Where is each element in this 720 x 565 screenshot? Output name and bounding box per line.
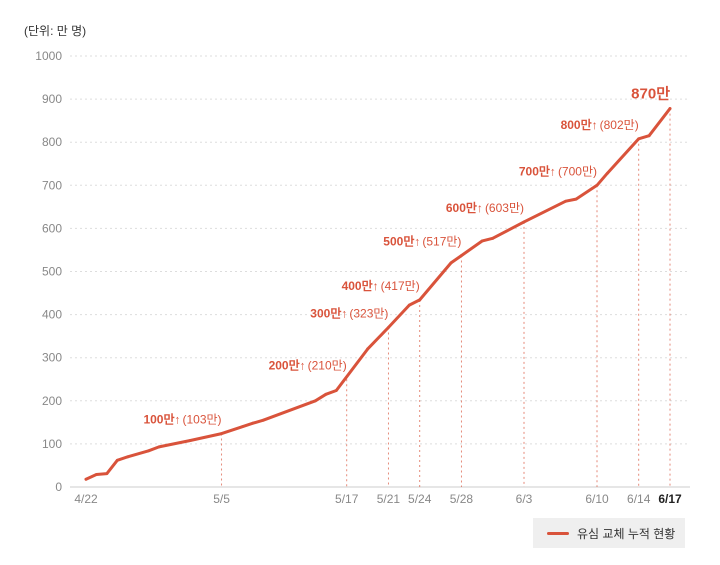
legend-swatch — [547, 531, 569, 535]
data-point — [95, 473, 98, 476]
data-point — [595, 183, 599, 187]
data-point — [668, 107, 672, 110]
y-tick-label: 600 — [42, 221, 62, 235]
x-axis: 4/22 5/5 5/17 5/21 5/24 5/28 6/3 6/10 6/14 6/17 — [74, 492, 682, 506]
milestone-label-bold: 500만↑ — [383, 234, 420, 249]
data-point — [366, 347, 369, 351]
milestone-label: 400만↑ (417만) — [342, 278, 420, 293]
data-point — [460, 254, 463, 257]
milestone-label: 300만↑ (323만) — [310, 306, 388, 321]
data-point — [220, 432, 223, 435]
milestone-label-bold: 700만↑ — [519, 163, 556, 178]
legend-label: 유심 교체 누적 현황 — [577, 526, 676, 541]
data-point — [574, 197, 578, 201]
y-tick-label: 200 — [42, 394, 62, 408]
milestone-label: 600만↑ (603만) — [446, 200, 524, 215]
y-tick-label: 0 — [55, 480, 62, 494]
data-point — [261, 418, 265, 422]
milestone-label-final: 870만 — [631, 86, 670, 103]
data-point — [324, 392, 328, 396]
data-point — [418, 298, 422, 302]
x-tick-label: 6/17 — [658, 492, 682, 506]
data-point — [126, 455, 130, 459]
y-tick-label: 300 — [42, 351, 62, 365]
milestone-label-bold: 300만↑ — [310, 306, 347, 321]
y-tick-label: 800 — [42, 135, 62, 149]
y-axis: 0 100 200 300 400 500 600 700 800 900 1000 — [35, 49, 62, 494]
milestone-label-paren: (517만) — [422, 235, 461, 249]
milestone-label-bold: 400만↑ — [342, 278, 379, 293]
milestone-label: 700만↑ (700만) — [519, 163, 597, 178]
milestone-label-paren: (210만) — [308, 358, 347, 372]
data-point — [251, 421, 255, 425]
x-tick-label: 5/21 — [377, 492, 401, 506]
x-tick-label: 6/3 — [516, 492, 533, 506]
x-tick-label: 5/5 — [213, 492, 230, 506]
data-point — [491, 236, 495, 240]
data-point — [314, 399, 317, 403]
y-tick-label: 900 — [42, 92, 62, 106]
milestone-label-paren: (603만) — [485, 201, 524, 215]
y-tick-label: 400 — [42, 308, 62, 322]
x-tick-label: 6/10 — [585, 492, 609, 506]
milestone-label: 800만↑ (802만) — [561, 117, 639, 132]
milestone-label-bold: 100만↑ — [143, 412, 180, 427]
milestone-label-paren: (323만) — [349, 307, 388, 321]
milestone-label-paren: (700만) — [558, 164, 597, 178]
milestone-label: 100만↑ (103만) — [143, 412, 221, 427]
x-tick-label: 6/14 — [627, 492, 651, 506]
y-tick-label: 700 — [42, 178, 62, 192]
x-tick-label: 5/24 — [408, 492, 432, 506]
data-point — [480, 239, 484, 243]
legend: 유심 교체 누적 현황 — [533, 518, 685, 548]
data-point — [564, 199, 568, 203]
grid-lines — [70, 55, 690, 488]
data-point — [387, 326, 390, 329]
x-tick-label: 5/28 — [450, 492, 474, 506]
x-tick-label: 4/22 — [74, 492, 98, 506]
data-point — [449, 261, 453, 265]
milestone-label-bold: 800만↑ — [561, 117, 598, 132]
milestone-guides — [221, 108, 671, 487]
data-point — [637, 137, 641, 141]
data-point — [606, 171, 609, 175]
series-layer — [84, 107, 672, 481]
milestone-label-bold: 200만↑ — [269, 357, 306, 372]
milestone-label-paren: (802만) — [600, 118, 639, 132]
unit-label: (단위: 만 명) — [24, 24, 87, 38]
data-point — [147, 449, 150, 453]
milestone-label: 500만↑ (517만) — [383, 234, 461, 249]
milestone-labels: 100만↑ (103만) 200만↑ (210만) 300만↑ (323만) 400만↑ (4… — [143, 86, 670, 427]
y-tick-label: 500 — [42, 265, 62, 279]
x-tick-label: 5/17 — [335, 492, 359, 506]
data-point — [115, 458, 119, 462]
milestone-label-paren: (417만) — [381, 279, 420, 293]
milestone-label-paren: (103만) — [183, 413, 222, 427]
data-point — [407, 303, 411, 307]
data-point — [522, 220, 526, 224]
data-point — [105, 472, 109, 476]
data-point — [84, 477, 88, 481]
data-point — [188, 439, 192, 442]
y-tick-label: 100 — [42, 437, 62, 451]
data-point — [241, 425, 244, 429]
y-tick-label: 1000 — [35, 49, 62, 63]
data-point — [334, 389, 338, 392]
milestone-label: 200만↑ (210만) — [269, 357, 347, 372]
data-point — [157, 445, 161, 449]
milestone-label-bold: 600만↑ — [446, 200, 483, 215]
data-point — [647, 134, 651, 138]
